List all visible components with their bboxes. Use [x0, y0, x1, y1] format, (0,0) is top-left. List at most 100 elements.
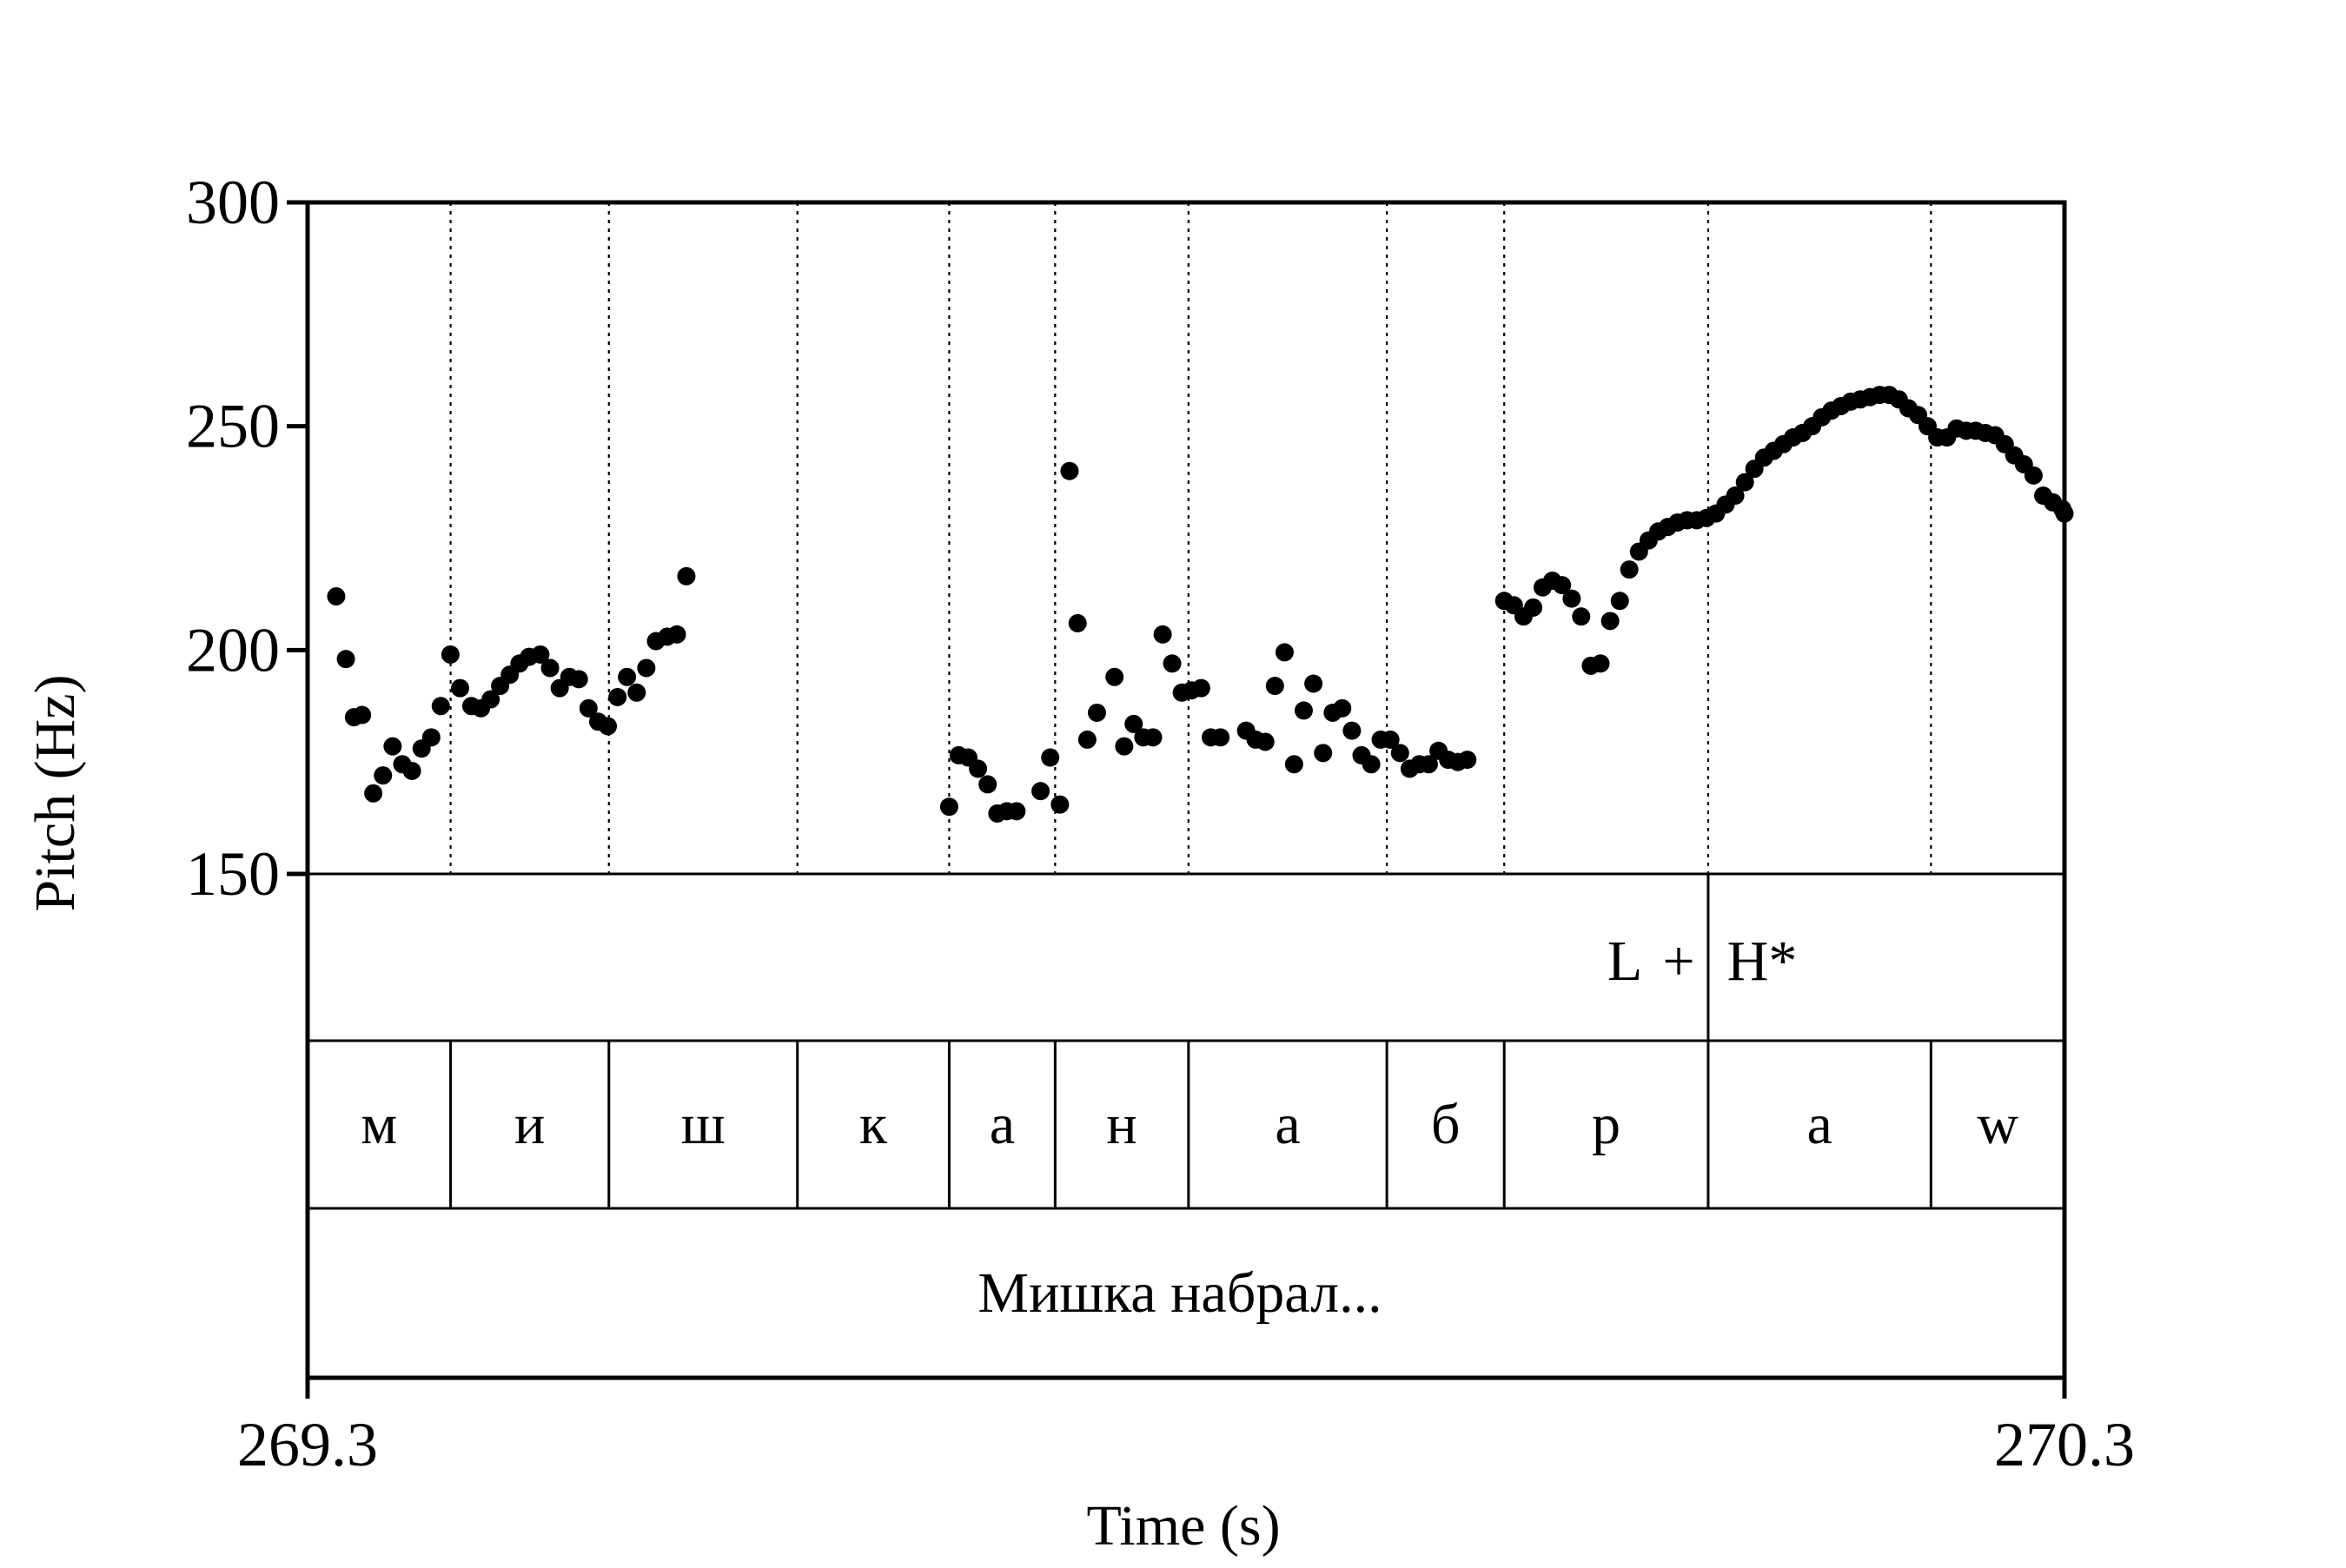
pitch-point-45 [1031, 782, 1050, 801]
pitch-point-6 [383, 737, 402, 756]
pitch-point-29 [608, 687, 627, 706]
pitch-point-53 [1115, 737, 1134, 756]
pitch-point-25 [569, 670, 588, 689]
pitch-point-21 [531, 645, 550, 664]
pitch-point-68 [1275, 643, 1294, 662]
pitch-point-112 [1726, 486, 1745, 506]
pitch-points [327, 386, 2074, 823]
pitch-point-70 [1294, 701, 1313, 720]
pitch-point-56 [1143, 728, 1163, 747]
pitch-point-61 [1191, 678, 1210, 698]
x-tick-label-0: 269.3 [237, 1410, 378, 1479]
segment-label-2: ш [681, 1093, 726, 1156]
segment-label-3: к [859, 1093, 888, 1156]
pitch-point-13 [451, 678, 470, 698]
pitch-point-26 [579, 698, 598, 718]
pitch-point-63 [1211, 728, 1230, 747]
y-tick-label-1: 200 [186, 615, 280, 685]
pitch-point-44 [1007, 802, 1026, 821]
segment-label-5: н [1106, 1093, 1137, 1156]
pitch-point-5 [374, 766, 393, 785]
x-axis-ticks: 269.3 270.3 [237, 1378, 2135, 1479]
pitch-point-91 [1524, 598, 1543, 617]
pitch-point-83 [1419, 755, 1438, 774]
tone-label-group: L + H* [1607, 930, 1798, 993]
tone-label-l: L [1607, 930, 1642, 993]
pitch-point-69 [1284, 755, 1303, 774]
pitch-point-52 [1105, 667, 1124, 686]
segment-label-10: w [1977, 1093, 2018, 1156]
pitch-point-95 [1562, 589, 1581, 608]
pitch-point-1 [336, 650, 355, 669]
pitch-point-16 [481, 690, 500, 709]
pitch-point-46 [1041, 748, 1060, 767]
x-tick-label-1: 270.3 [1994, 1410, 2135, 1479]
pitch-point-30 [618, 667, 637, 686]
pitch-point-32 [637, 658, 656, 678]
pitch-point-49 [1068, 613, 1087, 632]
pitch-point-28 [599, 717, 618, 736]
pitch-point-74 [1333, 698, 1352, 718]
pitch-point-72 [1314, 744, 1333, 763]
pitch-point-58 [1163, 654, 1182, 673]
pitch-point-4 [364, 784, 383, 803]
pitch-point-143 [2024, 466, 2043, 485]
pitch-point-10 [421, 728, 441, 747]
pitch-point-51 [1087, 703, 1106, 722]
pitch-point-40 [969, 759, 988, 778]
segment-label-1: и [514, 1093, 545, 1156]
y-tick-label-0: 150 [186, 839, 280, 909]
x-axis-label: Time (s) [1086, 1494, 1280, 1558]
segment-boundary-lines [449, 202, 1932, 1208]
pitch-point-80 [1390, 744, 1409, 763]
pitch-point-0 [327, 586, 346, 605]
pitch-point-101 [1620, 560, 1639, 579]
pitch-point-50 [1077, 730, 1097, 749]
tone-label-h-star: H* [1727, 930, 1798, 993]
y-tick-label-2: 250 [186, 392, 280, 461]
segment-label-8: р [1592, 1093, 1620, 1156]
pitch-point-67 [1265, 677, 1284, 696]
segment-label-0: м [361, 1093, 397, 1156]
tone-label-plus: + [1662, 930, 1694, 993]
pitch-point-66 [1256, 732, 1275, 751]
pitch-point-75 [1342, 721, 1362, 740]
pitch-point-36 [677, 566, 696, 586]
pitch-point-3 [353, 705, 372, 724]
pitch-point-98 [1591, 654, 1610, 673]
pitch-point-54 [1124, 714, 1143, 733]
segment-label-6: а [1275, 1093, 1300, 1156]
tier-grid [308, 872, 2064, 1210]
pitch-point-22 [540, 658, 560, 678]
pitch-point-71 [1304, 674, 1323, 693]
pitch-point-77 [1362, 755, 1381, 774]
pitch-point-99 [1600, 612, 1620, 631]
pitch-point-11 [431, 697, 450, 716]
pitch-point-35 [667, 625, 686, 644]
segment-label-7: б [1431, 1093, 1461, 1156]
pitch-point-79 [1381, 730, 1400, 749]
y-axis-label: Pitch (Hz) [23, 674, 87, 911]
pitch-point-94 [1553, 576, 1572, 595]
y-axis-ticks: 150 200 250 300 [186, 168, 308, 909]
pitch-point-31 [627, 683, 646, 702]
pitch-point-100 [1610, 592, 1629, 611]
pitch-point-48 [1060, 461, 1079, 480]
plot-frame [305, 200, 2067, 1380]
y-tick-label-3: 300 [186, 168, 280, 237]
pitch-point-37 [939, 797, 958, 817]
pitch-point-8 [402, 761, 421, 780]
sentence-label: Мишка набрал... [978, 1261, 1382, 1325]
pitch-point-12 [441, 645, 460, 664]
segment-label-9: а [1806, 1093, 1832, 1156]
pitch-point-47 [1050, 795, 1070, 814]
pitch-point-41 [978, 775, 997, 794]
pitch-point-57 [1153, 625, 1172, 644]
pitch-point-87 [1458, 751, 1477, 770]
pitch-point-96 [1572, 607, 1591, 626]
pitch-point-113 [1735, 473, 1754, 492]
segment-label-4: а [990, 1093, 1015, 1156]
